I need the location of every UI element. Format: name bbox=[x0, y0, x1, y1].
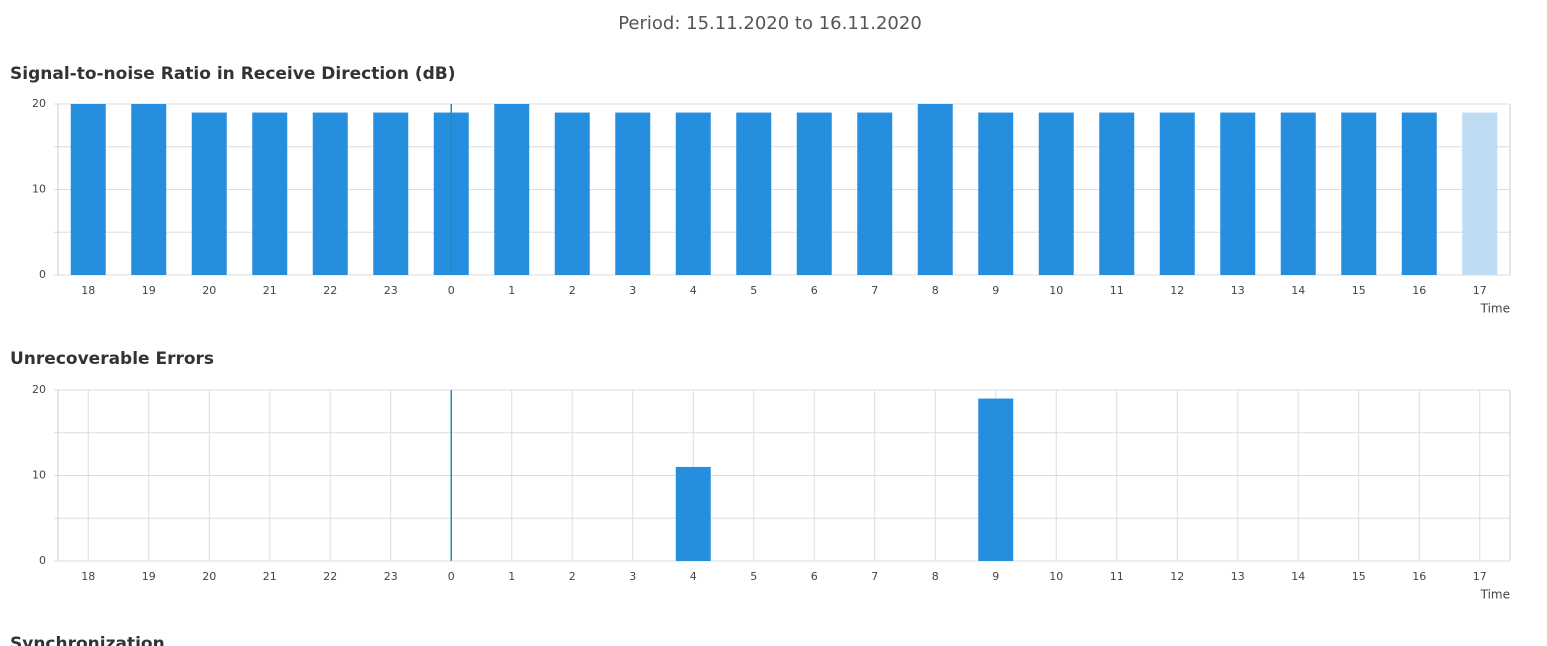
bar bbox=[252, 112, 288, 275]
x-tick-label: 7 bbox=[871, 570, 878, 583]
section-title: Synchronization bbox=[10, 634, 165, 646]
x-tick-label: 17 bbox=[1473, 284, 1487, 297]
x-tick-label: 9 bbox=[992, 284, 999, 297]
x-tick-label: 5 bbox=[750, 570, 757, 583]
bar bbox=[1462, 112, 1498, 275]
x-tick-label: 7 bbox=[871, 284, 878, 297]
bar bbox=[1401, 112, 1437, 275]
x-tick-label: 13 bbox=[1231, 570, 1245, 583]
x-tick-label: 12 bbox=[1170, 284, 1184, 297]
y-tick-label: 0 bbox=[39, 268, 46, 281]
x-axis-label: Time bbox=[1480, 302, 1510, 316]
x-tick-label: 23 bbox=[384, 570, 398, 583]
y-tick-label: 10 bbox=[32, 469, 46, 482]
bar bbox=[1159, 112, 1195, 275]
x-tick-label: 11 bbox=[1110, 570, 1124, 583]
bar bbox=[615, 112, 651, 275]
x-tick-label: 9 bbox=[992, 570, 999, 583]
y-tick-label: 10 bbox=[32, 183, 46, 196]
x-tick-label: 20 bbox=[202, 284, 216, 297]
bar bbox=[917, 104, 953, 275]
bar bbox=[191, 112, 227, 275]
x-tick-label: 2 bbox=[569, 570, 576, 583]
x-tick-label: 8 bbox=[932, 284, 939, 297]
x-tick-label: 23 bbox=[384, 284, 398, 297]
x-tick-label: 22 bbox=[323, 284, 337, 297]
x-tick-label: 12 bbox=[1170, 570, 1184, 583]
bar bbox=[736, 112, 772, 275]
chart-title: Signal-to-noise Ratio in Receive Directi… bbox=[10, 64, 456, 84]
x-tick-label: 21 bbox=[263, 284, 277, 297]
x-tick-label: 18 bbox=[81, 284, 95, 297]
x-tick-label: 22 bbox=[323, 570, 337, 583]
x-tick-label: 13 bbox=[1231, 284, 1245, 297]
x-tick-label: 10 bbox=[1049, 284, 1063, 297]
x-tick-label: 15 bbox=[1352, 284, 1366, 297]
x-tick-label: 0 bbox=[448, 284, 455, 297]
x-tick-label: 15 bbox=[1352, 570, 1366, 583]
x-tick-label: 11 bbox=[1110, 284, 1124, 297]
x-tick-label: 1 bbox=[508, 570, 515, 583]
bar bbox=[70, 104, 106, 275]
x-tick-label: 20 bbox=[202, 570, 216, 583]
bar bbox=[978, 112, 1014, 275]
x-tick-label: 8 bbox=[932, 570, 939, 583]
x-tick-label: 17 bbox=[1473, 570, 1487, 583]
bar bbox=[312, 112, 348, 275]
bar bbox=[675, 112, 711, 275]
y-tick-label: 20 bbox=[32, 383, 46, 396]
x-axis-label: Time bbox=[1480, 588, 1510, 602]
x-tick-label: 4 bbox=[690, 284, 697, 297]
bar bbox=[978, 398, 1014, 561]
x-tick-label: 16 bbox=[1412, 284, 1426, 297]
bar bbox=[554, 112, 590, 275]
x-tick-label: 1 bbox=[508, 284, 515, 297]
bar bbox=[675, 466, 711, 561]
x-tick-label: 3 bbox=[629, 570, 636, 583]
y-tick-label: 0 bbox=[39, 554, 46, 567]
x-tick-label: 19 bbox=[142, 570, 156, 583]
x-tick-label: 5 bbox=[750, 284, 757, 297]
x-tick-label: 0 bbox=[448, 570, 455, 583]
x-tick-label: 16 bbox=[1412, 570, 1426, 583]
bar bbox=[1341, 112, 1377, 275]
period: Period: 15.11.2020 to 16.11.2020 bbox=[618, 13, 922, 34]
x-tick-label: 10 bbox=[1049, 570, 1063, 583]
bar bbox=[1038, 112, 1074, 275]
y-tick-label: 20 bbox=[32, 97, 46, 110]
x-tick-label: 14 bbox=[1291, 284, 1305, 297]
bar bbox=[373, 112, 409, 275]
bar bbox=[857, 112, 893, 275]
x-tick-label: 3 bbox=[629, 284, 636, 297]
x-tick-label: 2 bbox=[569, 284, 576, 297]
chart-title: Unrecoverable Errors bbox=[10, 349, 214, 369]
x-tick-label: 6 bbox=[811, 570, 818, 583]
bar bbox=[131, 104, 167, 275]
bar bbox=[1280, 112, 1316, 275]
x-tick-label: 19 bbox=[142, 284, 156, 297]
bar bbox=[1099, 112, 1135, 275]
bar bbox=[1220, 112, 1256, 275]
x-tick-label: 6 bbox=[811, 284, 818, 297]
bar bbox=[494, 104, 530, 275]
bar bbox=[796, 112, 832, 275]
x-tick-label: 21 bbox=[263, 570, 277, 583]
x-tick-label: 14 bbox=[1291, 570, 1305, 583]
x-tick-label: 4 bbox=[690, 570, 697, 583]
x-tick-label: 18 bbox=[81, 570, 95, 583]
